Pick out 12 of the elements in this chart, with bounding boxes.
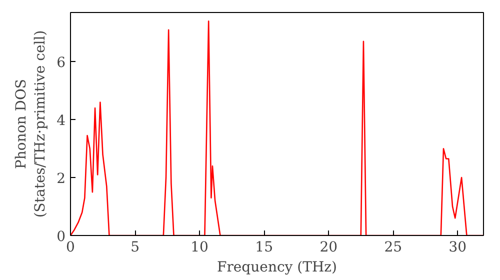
y-tick-label: 6 — [56, 55, 66, 72]
x-tick-label: 25 — [384, 240, 402, 256]
x-tick-label: 10 — [190, 240, 208, 256]
y-tick-label: 4 — [56, 113, 66, 130]
y-tick-label: 0 — [56, 229, 66, 245]
x-tick-label: 20 — [320, 240, 338, 256]
x-tick-label: 30 — [448, 240, 467, 256]
x-axis-title: Frequency (THz) — [216, 260, 338, 276]
x-tick-label: 5 — [130, 240, 140, 256]
y-axis-title: Phonon DOS (States/THz·primitive cell) — [13, 30, 49, 218]
x-tick-label: 15 — [255, 240, 274, 256]
y-tick-label: 2 — [56, 171, 66, 188]
